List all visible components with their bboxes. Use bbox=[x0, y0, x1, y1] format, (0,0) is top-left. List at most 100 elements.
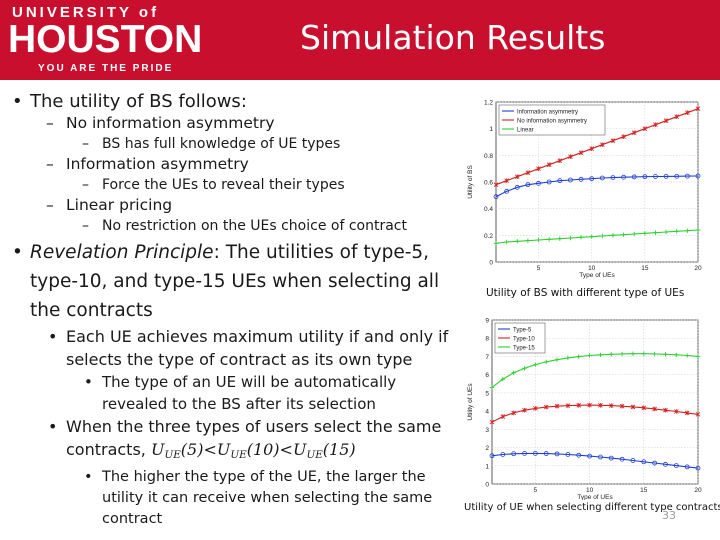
data-point bbox=[630, 458, 636, 463]
data-point bbox=[515, 239, 520, 244]
data-point bbox=[536, 237, 541, 243]
data-point bbox=[673, 463, 679, 468]
slide-title: Simulation Results bbox=[300, 18, 606, 57]
data-point bbox=[630, 404, 636, 410]
data-point bbox=[565, 355, 571, 361]
data-point bbox=[663, 407, 668, 413]
bullet-force-reveal: – Force the UEs to reveal their types bbox=[82, 177, 345, 193]
data-point bbox=[619, 351, 625, 357]
data-point bbox=[674, 352, 679, 358]
data-point bbox=[543, 404, 549, 410]
series-line bbox=[495, 108, 699, 186]
y-axis-label: Utility of UEs bbox=[467, 383, 474, 421]
logo-line-houston: HOUSTON bbox=[8, 18, 203, 61]
data-point bbox=[695, 412, 701, 417]
legend-entry: Type-15 bbox=[513, 345, 535, 351]
data-point bbox=[685, 110, 690, 115]
bullet-same-contracts: • When the three types of users select th… bbox=[48, 417, 442, 462]
data-point bbox=[589, 146, 594, 151]
bullet-list: • The utility of BS follows: – No informat… bbox=[12, 90, 460, 530]
data-point bbox=[642, 231, 648, 236]
data-point bbox=[663, 461, 668, 467]
data-point bbox=[608, 403, 614, 408]
y-tick-label: 0.8 bbox=[484, 153, 493, 160]
data-point bbox=[522, 450, 527, 456]
data-point bbox=[695, 106, 701, 111]
data-point bbox=[695, 465, 701, 471]
bullet-info-asymmetry: – Information asymmetry bbox=[46, 155, 249, 173]
data-point bbox=[632, 231, 637, 237]
data-point bbox=[642, 174, 648, 180]
data-point bbox=[533, 406, 538, 411]
bullet-no-restriction: – No restriction on the UEs choice of con… bbox=[82, 218, 407, 234]
university-logo: UNIVERSITY of HOUSTON YOU ARE THE PRIDE bbox=[0, 0, 212, 80]
data-point bbox=[511, 370, 516, 376]
bullet-max-utility: • Each UE achieves maximum utility if and… bbox=[48, 327, 449, 369]
data-point bbox=[663, 118, 669, 123]
data-point bbox=[493, 182, 499, 187]
data-point bbox=[610, 175, 616, 180]
data-point bbox=[641, 405, 647, 411]
data-point bbox=[533, 362, 538, 367]
data-point bbox=[576, 402, 582, 408]
legend-entry: Information asymmetry bbox=[517, 109, 578, 115]
data-point bbox=[621, 134, 626, 139]
data-point bbox=[546, 237, 552, 242]
data-point bbox=[621, 232, 626, 237]
data-point bbox=[653, 230, 658, 235]
data-point bbox=[610, 233, 616, 238]
data-point bbox=[504, 239, 509, 245]
data-point bbox=[674, 229, 679, 234]
data-point bbox=[621, 174, 626, 180]
bullet-bs-utility: • The utility of BS follows: bbox=[12, 91, 247, 112]
bullet-no-asymmetry: – No information asymmetry bbox=[46, 114, 275, 132]
data-point bbox=[695, 173, 701, 179]
x-tick-label: 5 bbox=[537, 265, 541, 272]
data-point bbox=[663, 352, 668, 357]
y-tick-label: 1 bbox=[489, 126, 493, 133]
data-point bbox=[557, 158, 563, 163]
y-tick-label: 1 bbox=[485, 463, 489, 470]
page-number: 33 bbox=[662, 509, 676, 522]
data-point bbox=[600, 233, 605, 239]
data-point bbox=[578, 150, 584, 155]
data-point bbox=[489, 453, 495, 459]
data-point bbox=[504, 178, 509, 183]
data-point bbox=[663, 229, 669, 235]
data-point bbox=[525, 238, 531, 243]
x-tick-label: 10 bbox=[586, 487, 594, 494]
data-point bbox=[684, 353, 690, 358]
data-point bbox=[600, 142, 605, 147]
data-point bbox=[543, 451, 549, 456]
data-point bbox=[536, 180, 541, 186]
x-tick-label: 20 bbox=[694, 487, 702, 494]
data-point bbox=[554, 451, 560, 457]
data-point bbox=[554, 357, 560, 362]
data-point bbox=[652, 406, 657, 412]
data-point bbox=[525, 182, 531, 188]
data-point bbox=[576, 452, 582, 458]
data-point bbox=[568, 154, 573, 159]
data-point bbox=[674, 409, 679, 414]
utility-inequality: UUE(5)<UUE(10)<UUE(15) bbox=[150, 440, 356, 462]
legend-entry: Type-10 bbox=[513, 336, 535, 342]
data-point bbox=[525, 170, 531, 175]
data-point bbox=[514, 174, 520, 179]
data-point bbox=[532, 450, 538, 456]
caption-chart-ue-utility: Utility of UE when selecting different t… bbox=[464, 502, 720, 513]
data-point bbox=[500, 414, 506, 419]
data-point bbox=[631, 130, 637, 135]
data-point bbox=[598, 402, 603, 408]
y-tick-label: 2 bbox=[485, 445, 489, 452]
chart-bs-utility-svg: 0 0.2 0.4 0.6 0.8 1 1.2 5 10 15 20 Type of UEs Utili… bbox=[467, 100, 702, 280]
data-point bbox=[642, 126, 648, 131]
bullet-higher-type: • The higher the type of the UE, the larg… bbox=[84, 469, 433, 528]
data-point bbox=[500, 377, 506, 382]
data-point bbox=[619, 403, 625, 409]
data-point bbox=[652, 351, 657, 357]
data-point bbox=[619, 456, 625, 462]
x-axis-label: Type of UEs bbox=[577, 494, 613, 500]
y-tick-label: 0 bbox=[489, 260, 493, 267]
data-point bbox=[630, 351, 636, 356]
data-point bbox=[641, 351, 646, 356]
